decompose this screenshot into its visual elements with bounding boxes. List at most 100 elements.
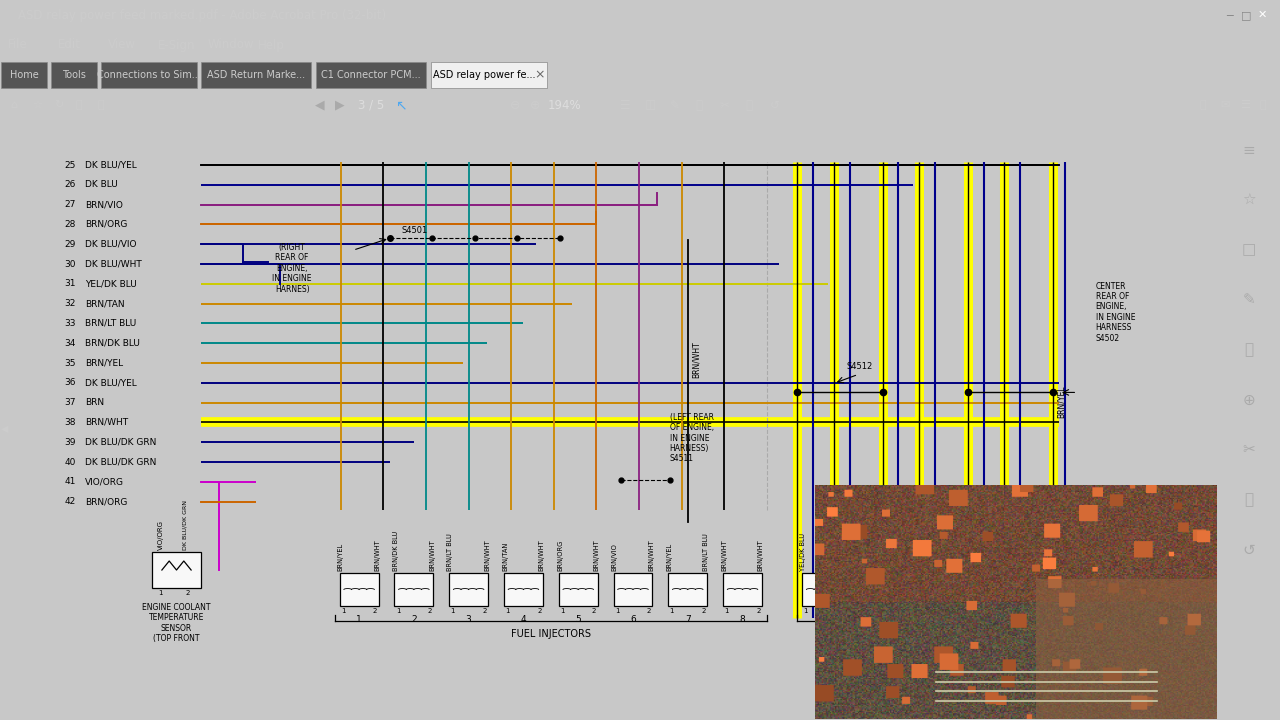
Text: BRN: BRN [86,398,105,407]
Text: ─: ─ [1226,10,1234,20]
Text: (RIGHT
REAR OF
ENGINE,
IN ENGINE
HARNES): (RIGHT REAR OF ENGINE, IN ENGINE HARNES) [273,243,312,294]
Text: BRN/LT BLU: BRN/LT BLU [448,534,453,571]
Text: ✂: ✂ [719,99,730,112]
Text: ⊖: ⊖ [509,99,521,112]
FancyBboxPatch shape [431,62,547,88]
Text: BRN/ORG: BRN/ORG [557,540,563,571]
Text: ☰: ☰ [620,99,631,112]
Text: 1: 1 [340,608,346,614]
Text: ⊕: ⊕ [1243,392,1254,408]
Text: 41: 41 [64,477,76,486]
Text: C1 Connector PCM...: C1 Connector PCM... [321,70,421,80]
Bar [1021,573,1060,606]
Text: BRN/WHT: BRN/WHT [691,341,700,379]
Text: 1: 1 [913,608,918,614]
Text: Help: Help [259,38,285,52]
Text: 1: 1 [804,608,808,614]
Text: 32: 32 [64,299,76,308]
Text: YEL/DK BLU: YEL/DK BLU [86,279,137,288]
Text: 2: 2 [186,590,189,596]
Bar [668,573,708,606]
Bar [723,573,762,606]
Text: BRN/WHT: BRN/WHT [539,539,545,571]
Text: BRN/TAN: BRN/TAN [86,299,125,308]
Text: ENGINE COOLANT
TEMPERATURE
SENSOR
(TOP FRONT: ENGINE COOLANT TEMPERATURE SENSOR (TOP F… [142,603,211,643]
Text: 42: 42 [64,497,76,506]
Text: Connections to Sim...: Connections to Sim... [97,70,201,80]
Text: 1: 1 [724,608,730,614]
Text: DK BLU/VIO: DK BLU/VIO [910,534,916,571]
Text: 2: 2 [945,608,950,614]
Text: 34: 34 [64,338,76,348]
Text: ⊕: ⊕ [530,99,540,112]
Text: 1: 1 [669,608,675,614]
Text: Home: Home [10,70,38,80]
Text: 40: 40 [64,457,76,467]
Text: (LEFT REAR
OF ENGINE,
IN ENGINE
HARNESS)
S4511: (LEFT REAR OF ENGINE, IN ENGINE HARNESS)… [669,413,714,463]
Text: □: □ [1240,10,1252,20]
Text: BRN/WHT: BRN/WHT [429,539,435,571]
Text: BRN/WHT: BRN/WHT [484,539,490,571]
Text: ✎: ✎ [669,99,680,112]
Text: 30: 30 [64,259,76,269]
Text: DK BLU/DK GRN: DK BLU/DK GRN [183,500,188,550]
Text: BRN/YEL: BRN/YEL [667,543,672,571]
Text: BRN/LT BLU: BRN/LT BLU [703,534,709,571]
FancyBboxPatch shape [1,62,47,88]
Text: ◀: ◀ [315,99,325,112]
Text: 1: 1 [1023,608,1027,614]
Bar [394,573,434,606]
Text: 2: 2 [646,608,652,614]
Text: 2: 2 [701,608,705,614]
Text: 8: 8 [740,615,745,624]
Text: 31: 31 [64,279,76,288]
Text: ☰: ☰ [1240,100,1251,110]
Text: BRN/WHT: BRN/WHT [758,539,764,571]
Text: 1: 1 [451,608,456,614]
Text: 1: 1 [159,590,163,596]
Text: Window: Window [207,38,255,52]
Text: BRN/WHT: BRN/WHT [86,418,128,427]
Text: VIO/ORG: VIO/ORG [157,521,164,550]
Text: ↺: ↺ [771,99,780,112]
Text: E-Sign: E-Sign [157,38,196,52]
Text: 1: 1 [506,608,509,614]
Text: 2: 2 [836,608,840,614]
Text: ↻: ↻ [54,100,64,110]
Text: S4501: S4501 [402,226,428,235]
Text: BRN/DK BLU: BRN/DK BLU [86,338,140,348]
Text: ▶: ▶ [335,99,344,112]
Text: ↺: ↺ [1243,542,1254,557]
Text: ☆: ☆ [32,100,42,110]
Text: 1: 1 [356,615,362,624]
Bar [449,573,488,606]
Bar [152,552,201,588]
Text: DK BLU: DK BLU [837,547,844,571]
Bar [504,573,543,606]
Text: DK BLU: DK BLU [892,547,897,571]
Text: 7: 7 [983,615,989,624]
Text: 3: 3 [466,615,471,624]
Text: DK BLU/VIO: DK BLU/VIO [86,240,137,248]
Text: FUEL INJECTORS: FUEL INJECTORS [511,629,591,639]
Text: File: File [8,38,28,52]
Text: 35: 35 [64,359,76,367]
Text: 🖊: 🖊 [695,99,701,112]
FancyBboxPatch shape [201,62,311,88]
Text: ASD relay power fe...: ASD relay power fe... [433,70,535,80]
Text: 2: 2 [874,615,879,624]
Text: BRN/WHT: BRN/WHT [648,539,654,571]
Text: DK BLU/WHT: DK BLU/WHT [86,259,142,269]
Text: □: □ [1242,243,1256,258]
Text: 2: 2 [372,608,378,614]
Bar [966,573,1006,606]
Text: 38: 38 [64,418,76,427]
Bar [803,573,841,606]
Text: BRN/VIO: BRN/VIO [86,200,123,209]
Text: 3 / 5: 3 / 5 [358,99,384,112]
Text: 🔍: 🔍 [1201,100,1207,110]
FancyBboxPatch shape [316,62,426,88]
Text: ☆: ☆ [1242,192,1256,207]
Text: 2: 2 [483,608,486,614]
Text: ◀: ◀ [1,423,9,433]
